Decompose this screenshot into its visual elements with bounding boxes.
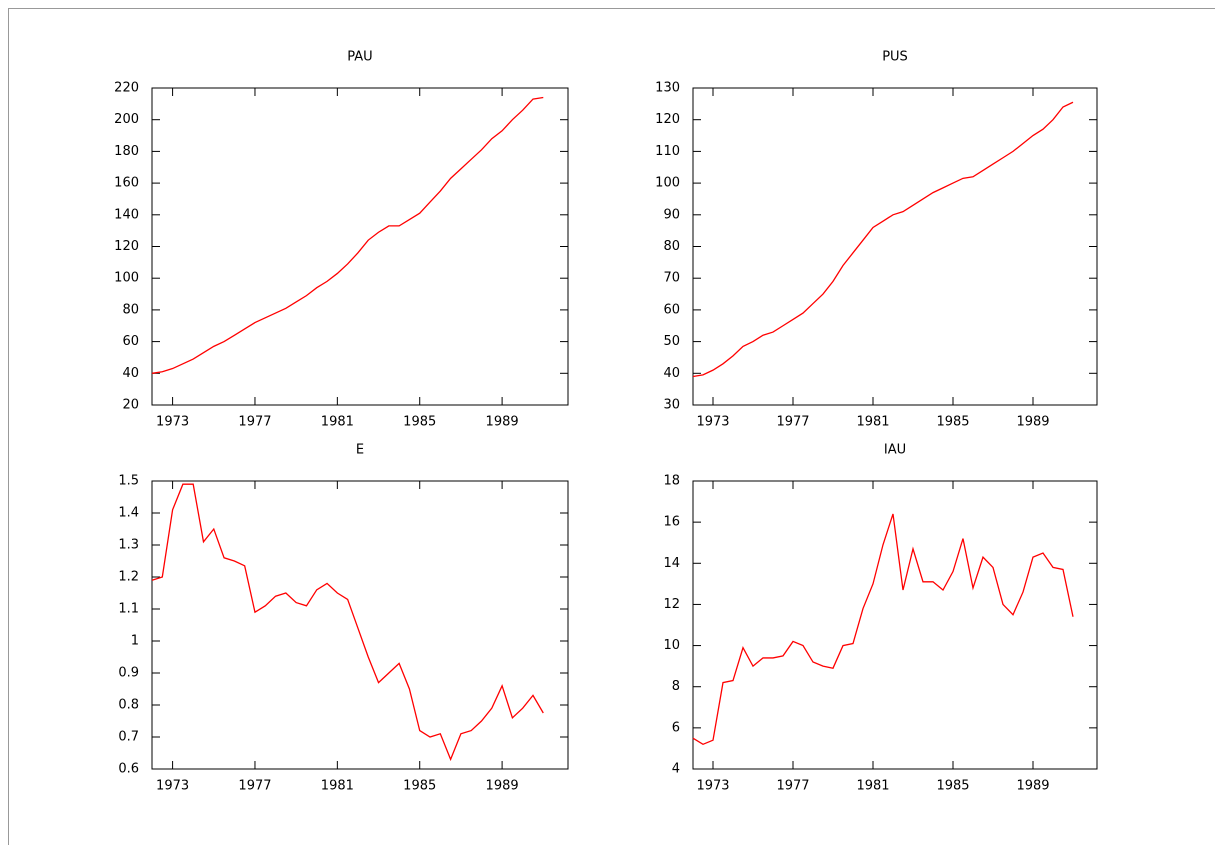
x-tick-label: 1989	[486, 415, 519, 430]
x-tick-label: 1985	[403, 415, 436, 430]
y-tick-label: 100	[114, 271, 139, 286]
y-tick-label: 0.9	[118, 666, 139, 681]
y-tick-label: 40	[122, 366, 139, 381]
y-tick-label: 40	[663, 366, 680, 381]
y-tick-label: 80	[663, 239, 680, 254]
y-tick-label: 0.7	[118, 730, 139, 745]
y-tick-label: 130	[655, 81, 680, 96]
x-tick-label: 1981	[321, 779, 354, 794]
series-line	[151, 483, 544, 762]
y-tick-label: 1.5	[118, 474, 139, 489]
y-tick-label: 10	[663, 638, 680, 653]
y-tick-label: 60	[663, 302, 680, 317]
y-tick-label: 90	[663, 207, 680, 222]
x-tick-label: 1973	[156, 779, 189, 794]
y-tick-label: 30	[663, 398, 680, 413]
y-tick-label: 120	[114, 239, 139, 254]
frame	[8, 8, 1215, 845]
y-tick-label: 16	[663, 515, 680, 530]
y-tick-label: 8	[672, 679, 680, 694]
x-tick-label: 1977	[776, 779, 809, 794]
plot-frame	[692, 480, 1098, 770]
y-tick-label: 6	[672, 720, 680, 735]
y-tick-label: 120	[655, 112, 680, 127]
plot-frame	[151, 480, 569, 770]
y-tick-label: 180	[114, 144, 139, 159]
y-tick-label: 60	[122, 334, 139, 349]
x-tick-label: 1989	[486, 779, 519, 794]
y-tick-label: 4	[672, 762, 680, 777]
x-tick-label: 1985	[936, 779, 969, 794]
y-tick-label: 0.8	[118, 698, 139, 713]
y-tick-label: 70	[663, 271, 680, 286]
series-line	[692, 513, 1074, 746]
y-tick-label: 14	[663, 556, 680, 571]
x-tick-label: 1985	[936, 415, 969, 430]
x-tick-label: 1981	[321, 415, 354, 430]
y-tick-label: 140	[114, 207, 139, 222]
y-tick-label: 1.1	[118, 602, 139, 617]
y-tick-label: 18	[663, 474, 680, 489]
y-tick-label: 20	[122, 398, 139, 413]
x-tick-label: 1977	[238, 779, 271, 794]
x-tick-label: 1973	[156, 415, 189, 430]
y-tick-label: 110	[655, 144, 680, 159]
x-tick-label: 1981	[856, 779, 889, 794]
y-tick-label: 12	[663, 597, 680, 612]
y-tick-label: 0.6	[118, 762, 139, 777]
y-tick-label: 1.3	[118, 538, 139, 553]
x-tick-label: 1973	[696, 415, 729, 430]
y-tick-label: 220	[114, 81, 139, 96]
x-tick-label: 1989	[1016, 415, 1049, 430]
x-tick-label: 1973	[696, 779, 729, 794]
series-line	[692, 101, 1074, 378]
x-tick-label: 1985	[403, 779, 436, 794]
y-tick-label: 100	[655, 176, 680, 191]
y-tick-label: 50	[663, 334, 680, 349]
chart-title: IAU	[884, 443, 906, 458]
chart-title: E	[356, 443, 364, 458]
x-tick-label: 1977	[238, 415, 271, 430]
series-line	[151, 96, 544, 374]
y-tick-label: 160	[114, 176, 139, 191]
y-tick-label: 200	[114, 112, 139, 127]
chart-title: PAU	[347, 50, 372, 65]
y-tick-label: 80	[122, 302, 139, 317]
chart-title: PUS	[882, 50, 908, 65]
y-tick-label: 1	[131, 634, 139, 649]
x-tick-label: 1981	[856, 415, 889, 430]
x-tick-label: 1977	[776, 415, 809, 430]
y-tick-label: 1.2	[118, 570, 139, 585]
y-tick-label: 1.4	[118, 506, 139, 521]
x-tick-label: 1989	[1016, 779, 1049, 794]
